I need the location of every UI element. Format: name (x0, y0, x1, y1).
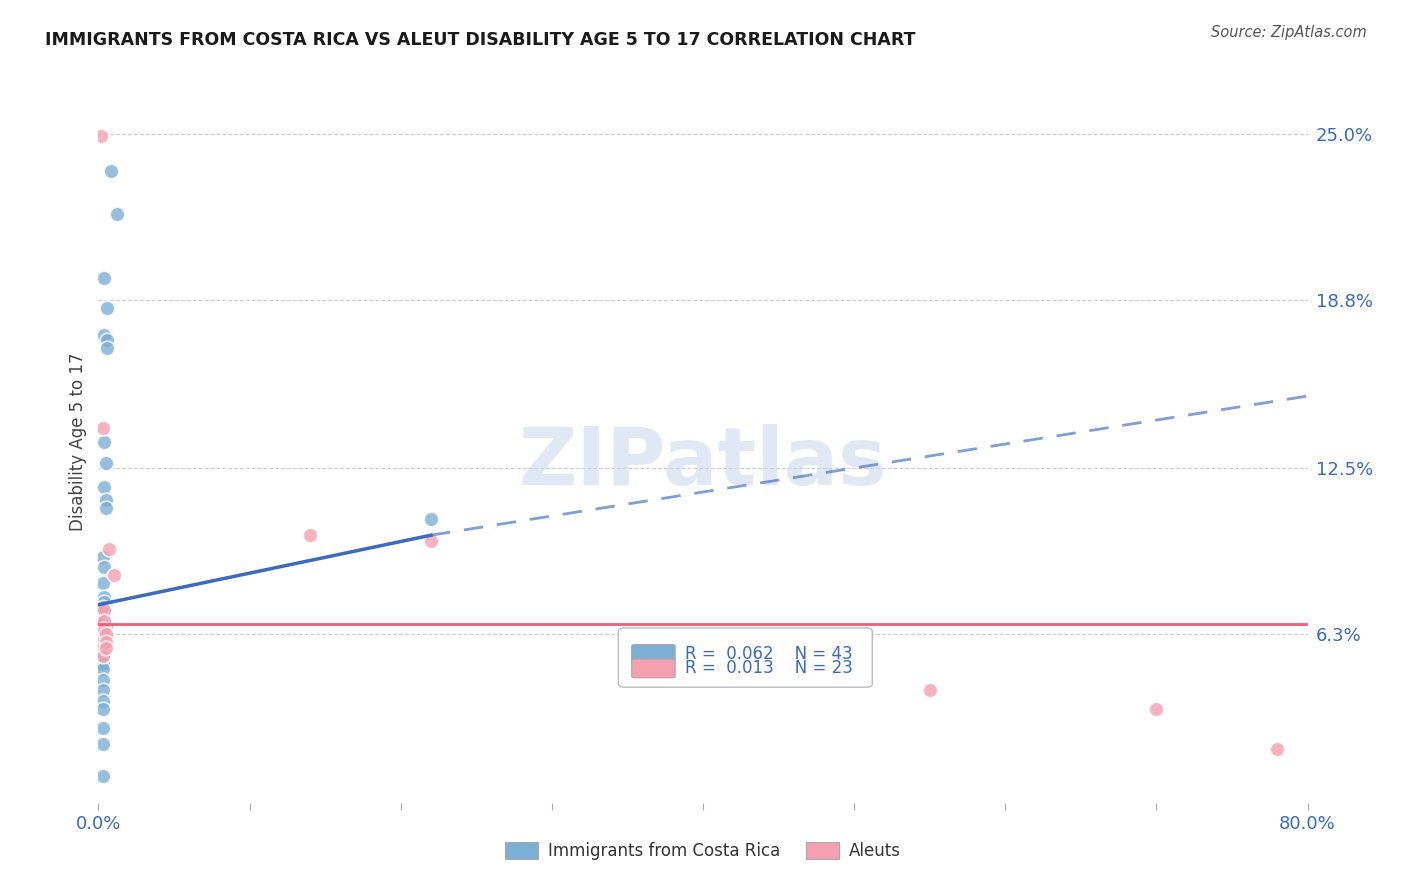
Point (96, 301, 118, 315)
Point (90, 622, 112, 636)
Point (105, 207, 128, 221)
Point (91, 632, 114, 647)
Legend: Immigrants from Costa Rica, Aleuts: Immigrants from Costa Rica, Aleuts (498, 835, 908, 867)
Y-axis label: Disability Age 5 to 17: Disability Age 5 to 17 (69, 352, 87, 531)
Point (93, 590, 115, 604)
Point (91, 635, 114, 649)
Point (91, 694, 114, 708)
Point (94, 627, 117, 641)
Point (93, 603, 115, 617)
Point (91, 654, 114, 668)
Point (91, 721, 114, 735)
Point (91, 576, 114, 591)
Point (94, 493, 117, 508)
Point (94, 619, 117, 633)
Point (91, 648, 114, 663)
Point (420, 533, 443, 548)
FancyBboxPatch shape (631, 659, 675, 678)
Point (1267, 742, 1289, 756)
Point (90, 630, 112, 644)
Point (91, 683, 114, 698)
Point (90, 603, 112, 617)
Point (93, 595, 115, 609)
Point (90, 129, 112, 144)
Text: ZIPatlas: ZIPatlas (519, 425, 887, 502)
Point (91, 640, 114, 655)
Point (93, 640, 115, 655)
Point (93, 480, 115, 494)
Point (918, 683, 941, 698)
Point (93, 271, 115, 285)
Point (103, 568, 125, 582)
Point (94, 456, 117, 470)
Text: IMMIGRANTS FROM COSTA RICA VS ALEUT DISABILITY AGE 5 TO 17 CORRELATION CHART: IMMIGRANTS FROM COSTA RICA VS ALEUT DISA… (45, 31, 915, 49)
Point (90, 614, 112, 628)
Point (91, 648, 114, 663)
Point (96, 341, 118, 355)
Point (93, 614, 115, 628)
Point (93, 603, 115, 617)
Point (91, 622, 114, 636)
Point (91, 608, 114, 623)
Point (93, 560, 115, 574)
Text: R =  0.013    N = 23: R = 0.013 N = 23 (685, 659, 852, 677)
Point (91, 737, 114, 751)
Point (91, 635, 114, 649)
Point (1144, 702, 1167, 716)
Point (91, 549, 114, 564)
Point (91, 769, 114, 783)
Point (94, 640, 117, 655)
Text: R =  0.062    N = 43: R = 0.062 N = 43 (685, 645, 852, 663)
Point (91, 673, 114, 687)
Point (91, 627, 114, 641)
Point (93, 614, 115, 628)
Point (91, 648, 114, 663)
Point (91, 421, 114, 435)
Point (93, 622, 115, 636)
Point (91, 702, 114, 716)
Point (94, 627, 117, 641)
Point (692, 648, 714, 663)
Point (91, 640, 114, 655)
Point (91, 657, 114, 671)
FancyBboxPatch shape (619, 628, 872, 687)
Point (93, 327, 115, 342)
Point (94, 501, 117, 516)
Point (90, 614, 112, 628)
Point (100, 164, 122, 178)
Point (93, 434, 115, 449)
Point (94, 635, 117, 649)
Point (420, 512, 443, 526)
Point (96, 333, 118, 347)
Point (98, 541, 121, 556)
Point (91, 662, 114, 676)
FancyBboxPatch shape (631, 645, 675, 664)
Point (299, 528, 322, 542)
Text: Source: ZipAtlas.com: Source: ZipAtlas.com (1211, 25, 1367, 40)
Point (91, 600, 114, 615)
